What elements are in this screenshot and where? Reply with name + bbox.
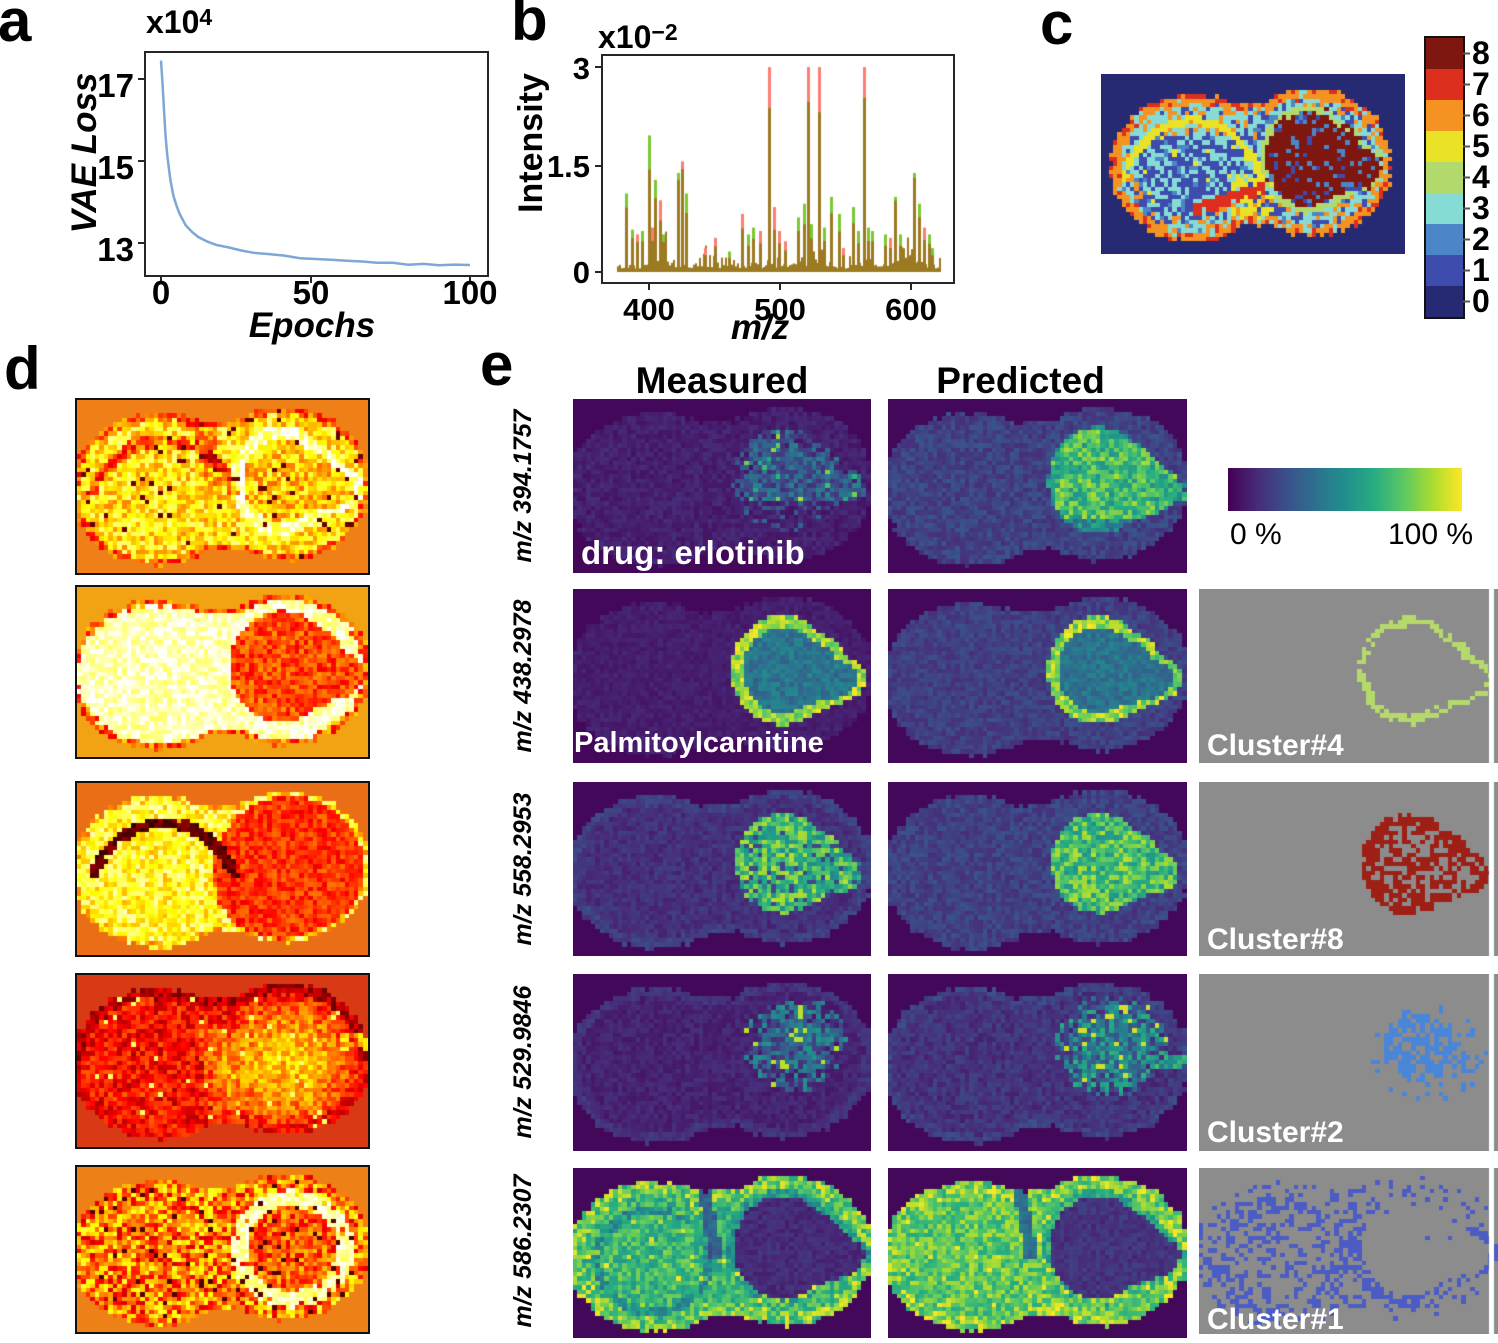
svg-text:15: 15 <box>97 149 134 186</box>
svg-text:Intensity: Intensity <box>512 73 550 213</box>
svg-text:Epochs: Epochs <box>249 306 375 345</box>
svg-text:0: 0 <box>573 255 590 290</box>
svg-text:100: 100 <box>442 274 497 311</box>
svg-text:0: 0 <box>152 274 170 311</box>
svg-text:600: 600 <box>885 292 937 327</box>
svg-text:3: 3 <box>573 51 590 86</box>
svg-text:13: 13 <box>97 231 134 268</box>
svg-text:x104: x104 <box>146 4 212 40</box>
svg-text:500: 500 <box>754 292 806 327</box>
svg-text:m/z: m/z <box>731 308 790 345</box>
svg-text:17: 17 <box>97 67 134 104</box>
svg-text:400: 400 <box>623 292 675 327</box>
svg-text:50: 50 <box>293 274 330 311</box>
svg-text:x10−2: x10−2 <box>598 19 678 55</box>
svg-text:1.5: 1.5 <box>547 149 590 184</box>
svg-text:VAE Loss: VAE Loss <box>65 73 104 234</box>
